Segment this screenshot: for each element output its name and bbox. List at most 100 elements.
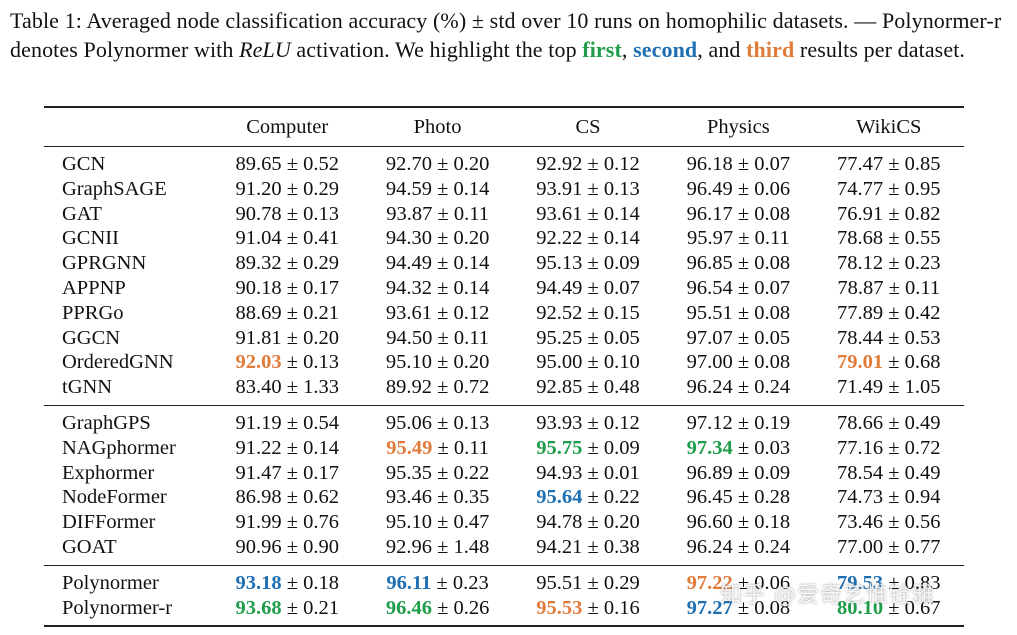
result-cell: 95.51 ± 0.29	[513, 565, 663, 595]
plus-minus-sign: ±	[582, 276, 604, 299]
result-mean: 95.00	[536, 351, 583, 374]
result-cell: 73.46 ± 0.56	[814, 510, 964, 535]
result-std: 0.07	[754, 276, 791, 299]
plus-minus-sign: ±	[883, 486, 905, 509]
plus-minus-sign: ±	[883, 301, 905, 324]
result-mean: 96.11	[386, 571, 432, 594]
result-mean: 94.49	[385, 252, 432, 275]
result-cell: 96.24 ± 0.24	[663, 535, 813, 565]
column-header-photo: Photo	[413, 115, 462, 138]
plus-minus-sign: ±	[883, 351, 905, 374]
result-mean: 93.68	[235, 596, 282, 619]
result-mean: 91.22	[235, 436, 282, 459]
plus-minus-sign: ±	[883, 461, 905, 484]
result-std: 0.11	[905, 276, 941, 299]
plus-minus-sign: ±	[883, 326, 905, 349]
result-std: 0.67	[904, 596, 941, 619]
result-std: 1.48	[453, 535, 490, 558]
plus-minus-sign: ±	[582, 571, 604, 594]
result-std: 0.26	[453, 596, 490, 619]
result-mean: 74.77	[837, 177, 884, 200]
plus-minus-sign: ±	[281, 571, 304, 594]
plus-minus-sign: ±	[281, 326, 304, 349]
caption-text-3: results per dataset.	[794, 37, 966, 62]
method-name: Polynormer	[62, 571, 159, 594]
result-cell: 96.45 ± 0.28	[663, 485, 813, 510]
result-mean: 91.19	[235, 411, 282, 434]
method-name: GAT	[62, 202, 102, 225]
result-std: 0.14	[603, 227, 640, 250]
plus-minus-sign: ±	[281, 596, 304, 619]
result-std: 0.85	[904, 153, 941, 175]
column-header-computer: Computer	[246, 115, 329, 138]
result-cell: 93.87 ± 0.11	[362, 202, 512, 227]
result-cell: 78.68 ± 0.55	[814, 226, 964, 251]
result-cell: 74.77 ± 0.95	[814, 177, 964, 202]
result-mean: 96.85	[686, 252, 733, 275]
result-cell: 91.04 ± 0.41	[212, 226, 362, 251]
result-std: 0.07	[603, 276, 640, 299]
result-cell: 78.12 ± 0.23	[814, 251, 964, 276]
plus-minus-sign: ±	[732, 326, 755, 349]
result-mean: 97.00	[686, 351, 733, 374]
result-std: 0.72	[904, 436, 941, 459]
table-header-row: Computer Photo CS Physics WikiCS	[44, 107, 964, 147]
plus-minus-sign: ±	[582, 461, 604, 484]
result-mean: 71.49	[837, 376, 884, 399]
result-cell: 93.61 ± 0.12	[362, 301, 512, 326]
result-std: 0.09	[754, 461, 791, 484]
result-mean: 96.49	[686, 177, 733, 200]
plus-minus-sign: ±	[432, 202, 454, 225]
result-mean: 94.93	[536, 461, 583, 484]
result-cell: 94.78 ± 0.20	[513, 510, 663, 535]
result-mean: 95.51	[536, 571, 583, 594]
plus-minus-sign: ±	[281, 202, 304, 225]
plus-minus-sign: ±	[431, 511, 454, 534]
result-std: 0.09	[603, 436, 640, 459]
result-cell: 95.00 ± 0.10	[513, 350, 663, 375]
plus-minus-sign: ±	[883, 535, 905, 558]
result-cell: 93.46 ± 0.35	[362, 485, 512, 510]
plus-minus-sign: ±	[281, 376, 304, 399]
result-std: 0.03	[754, 436, 791, 459]
plus-minus-sign: ±	[281, 535, 304, 558]
result-cell: 91.99 ± 0.76	[212, 510, 362, 535]
plus-minus-sign: ±	[582, 436, 604, 459]
result-mean: 92.70	[385, 153, 432, 175]
result-cell: 94.32 ± 0.14	[362, 276, 512, 301]
result-std: 0.17	[303, 461, 339, 484]
plus-minus-sign: ±	[281, 301, 304, 324]
plus-minus-sign: ±	[281, 486, 304, 509]
result-cell: 94.21 ± 0.38	[513, 535, 663, 565]
result-std: 0.14	[303, 436, 339, 459]
result-std: 0.12	[453, 301, 490, 324]
table-row: tGNN 83.40 ± 1.33 89.92 ± 0.72 92.85 ± 0.48…	[44, 375, 964, 405]
result-cell: 93.61 ± 0.14	[513, 202, 663, 227]
result-cell: 79.01 ± 0.68	[814, 350, 964, 375]
result-mean: 90.96	[235, 535, 282, 558]
result-cell: 94.49 ± 0.14	[362, 251, 512, 276]
result-mean: 96.17	[686, 202, 733, 225]
method-name: Exphormer	[62, 461, 155, 484]
result-mean: 92.92	[536, 153, 583, 175]
result-std: 0.21	[303, 301, 339, 324]
result-cell: 90.18 ± 0.17	[212, 276, 362, 301]
result-mean: 95.64	[536, 486, 583, 509]
plus-minus-sign: ±	[732, 436, 755, 459]
result-mean: 95.06	[385, 411, 432, 434]
result-std: 0.08	[754, 351, 791, 374]
result-mean: 91.47	[235, 461, 282, 484]
result-mean: 77.89	[837, 301, 884, 324]
result-cell: 90.78 ± 0.13	[212, 202, 362, 227]
plus-minus-sign: ±	[732, 411, 755, 434]
watermark-text: 知乎 @爱奇艺惟铨雅	[720, 583, 935, 608]
result-cell: 97.00 ± 0.08	[663, 350, 813, 375]
result-std: 0.09	[603, 252, 640, 275]
result-cell: 78.87 ± 0.11	[814, 276, 964, 301]
result-cell: 93.68 ± 0.21	[212, 596, 362, 627]
result-std: 0.14	[603, 202, 640, 225]
caption-first-label: first	[582, 37, 622, 62]
result-mean: 92.03	[235, 351, 282, 374]
plus-minus-sign: ±	[281, 511, 304, 534]
table-row: Polynormer-r 93.68 ± 0.21 96.46 ± 0.26 95.5…	[44, 596, 964, 627]
